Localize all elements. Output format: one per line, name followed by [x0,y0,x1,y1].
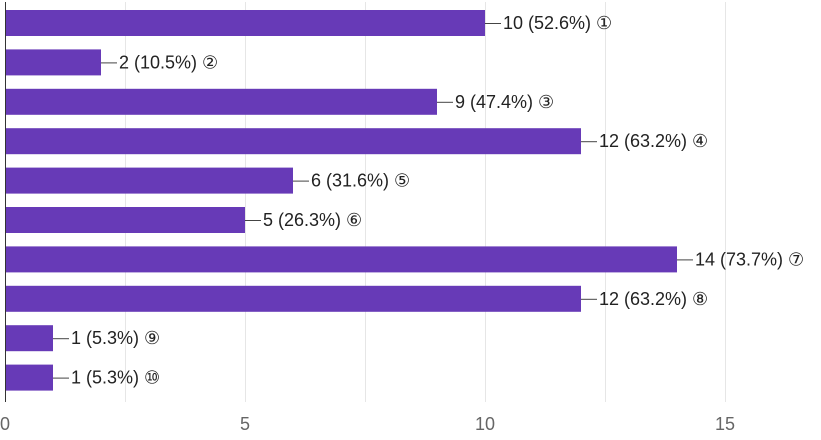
data-label-7: 14 (73.7%) ⑦ [695,249,804,269]
x-tick-label-15: 15 [715,414,735,434]
label-layer: 10 (52.6%) ① 2 (10.5%) ② 9 (47.4%) ③ 12 (63… [53,13,804,388]
data-label-8: 12 (63.2%) ⑧ [599,289,708,309]
x-tick-label-10: 10 [475,414,495,434]
bar-5 [5,167,293,194]
x-tick-label-0: 0 [0,414,10,434]
bar-4 [5,128,581,155]
bar-10 [5,364,53,391]
data-label-1: 10 (52.6%) ① [503,13,612,33]
data-label-5: 6 (31.6%) ⑤ [311,171,410,191]
data-label-2: 2 (10.5%) ② [119,52,218,72]
x-tick-label-5: 5 [240,414,250,434]
data-label-9: 1 (5.3%) ⑨ [71,328,160,348]
bar-6 [5,207,245,233]
data-label-10: 1 (5.3%) ⑩ [71,368,160,388]
bar-8 [5,285,581,312]
bar-1 [5,10,485,36]
data-label-6: 5 (26.3%) ⑥ [263,210,362,230]
bar-9 [5,325,53,352]
bar-2 [5,49,101,76]
data-label-3: 9 (47.4%) ③ [455,92,554,112]
bar-layer [5,10,677,391]
bar-7 [5,246,677,273]
axis-layer: 0 5 10 15 [0,2,735,434]
grid-layer [5,2,726,402]
bar-3 [5,88,437,115]
data-label-4: 12 (63.2%) ④ [599,131,708,151]
